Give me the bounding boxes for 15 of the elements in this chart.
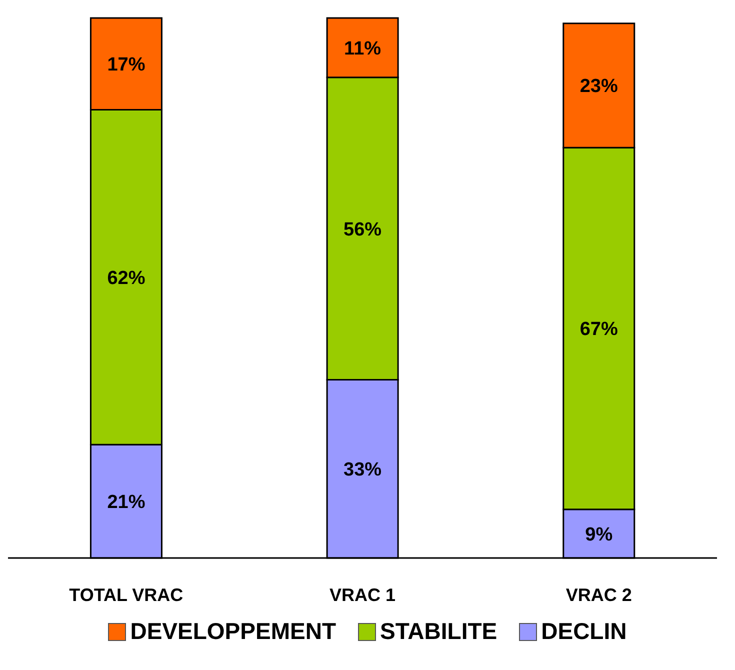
legend-label: STABILITE xyxy=(379,618,498,645)
data-label: 17% xyxy=(107,54,146,76)
data-label: 11% xyxy=(344,38,382,60)
data-label: 62% xyxy=(107,268,146,289)
data-label: 9% xyxy=(585,524,613,546)
data-label: 56% xyxy=(344,219,382,240)
x-tick-label: VRAC 2 xyxy=(566,584,632,605)
data-label: 23% xyxy=(580,76,618,98)
data-label: 21% xyxy=(107,492,146,514)
legend-label: DEVELOPPEMENT xyxy=(129,618,336,645)
x-tick-label: VRAC 1 xyxy=(329,584,396,605)
data-label: 33% xyxy=(344,460,382,481)
data-label: 67% xyxy=(580,319,618,340)
legend-label: DECLIN xyxy=(540,618,627,645)
x-tick-label: TOTAL VRAC xyxy=(69,584,184,605)
